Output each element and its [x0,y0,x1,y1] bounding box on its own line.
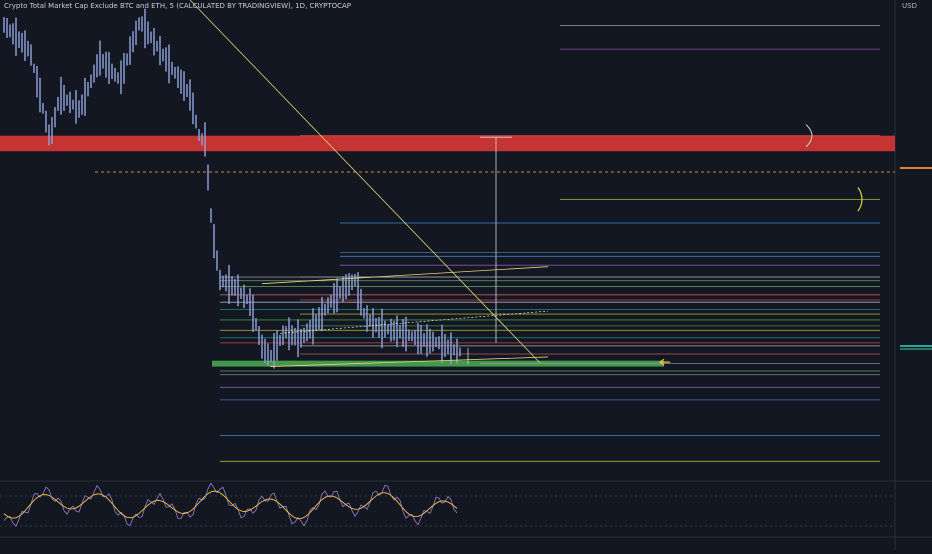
current-price-badge [900,344,932,347]
bracket-upper [805,124,813,148]
channel-upper [261,266,549,285]
current-value-badge [900,348,932,351]
dotted-trend [279,310,549,334]
channel-lower [269,356,549,367]
currency-label: USD [902,2,917,10]
trend-line [189,0,541,364]
support-zone [212,360,664,367]
support-arrow [658,358,670,366]
bracket-fib [857,187,863,212]
chart-title: Crypto Total Market Cap Exclude BTC and … [4,2,351,10]
rsi-line [3,482,458,528]
rsi-ma-line [3,490,458,520]
resistance-zone [0,135,895,152]
horizontal-line-badge [900,166,932,169]
